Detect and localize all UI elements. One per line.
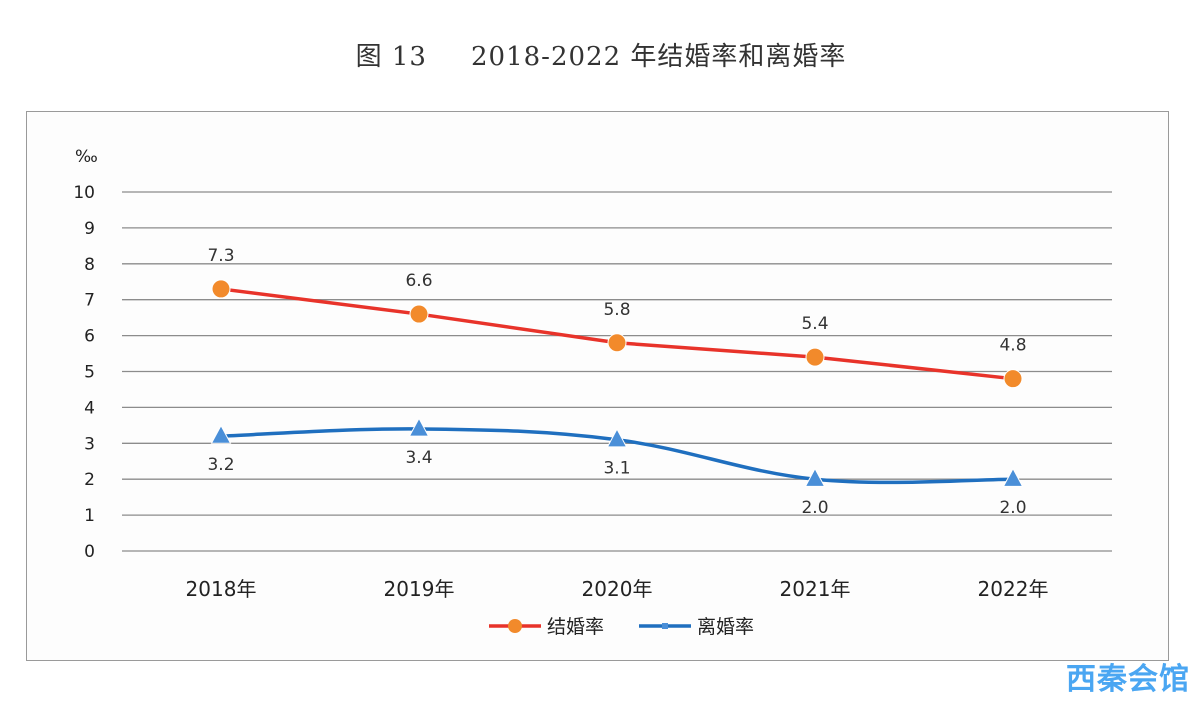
data-label: 5.4: [801, 314, 828, 334]
y-tick-label: 5: [84, 363, 95, 383]
y-tick-label: 6: [84, 327, 95, 347]
figure-number: 图 13: [355, 42, 427, 72]
data-point-marker: [607, 333, 627, 353]
y-tick-label: 3: [84, 434, 95, 454]
x-tick-label: 2019年: [384, 577, 455, 601]
data-point-marker: [211, 279, 231, 299]
data-point-marker: [805, 347, 825, 367]
data-point-marker: [804, 467, 826, 487]
y-tick-label: 1: [84, 506, 95, 526]
data-label: 2.0: [801, 498, 828, 518]
legend-marker: [662, 623, 668, 629]
y-tick-label: 10: [73, 183, 95, 203]
data-label: 2.0: [999, 498, 1026, 518]
data-point-marker: [606, 428, 628, 448]
y-tick-label: 2: [84, 470, 95, 490]
title-text: 2018-2022 年结婚率和离婚率: [470, 42, 847, 72]
line-chart: 0 1 2 3 4 5 6 7 8 9 10 ‰ 2018年 2019年 2020年 2021年 2022年 7.…: [73, 147, 1112, 638]
chart-frame: 0 1 2 3 4 5 6 7 8 9 10 ‰ 2018年 2019年 2020年 2021年 2022年 7.…: [26, 111, 1169, 661]
x-tick-label: 2020年: [582, 577, 653, 601]
y-tick-label: 8: [84, 255, 95, 275]
data-point-marker: [1002, 467, 1024, 487]
data-point-marker: [210, 424, 232, 444]
data-label: 4.8: [999, 336, 1026, 356]
data-point-marker: [1003, 369, 1023, 389]
x-tick-label: 2022年: [978, 577, 1049, 601]
data-label: 3.4: [405, 448, 432, 468]
y-axis-label: ‰: [75, 147, 98, 167]
legend-marker: [508, 619, 522, 633]
data-point-marker: [409, 304, 429, 324]
y-tick-label: 9: [84, 219, 95, 239]
chart-title: 图 13 2018-2022 年结婚率和离婚率: [0, 36, 1202, 73]
data-label: 6.6: [405, 271, 432, 291]
legend-label: 结婚率: [547, 616, 604, 638]
y-tick-label: 4: [84, 398, 95, 418]
data-point-marker: [408, 417, 430, 437]
x-tick-label: 2018年: [186, 577, 257, 601]
x-tick-label: 2021年: [780, 577, 851, 601]
legend-label: 离婚率: [697, 616, 754, 638]
data-label: 5.8: [603, 300, 630, 320]
data-label: 3.1: [603, 459, 630, 479]
watermark-logo: 西秦会馆: [1066, 662, 1190, 697]
data-label: 7.3: [207, 246, 234, 266]
y-tick-label: 0: [84, 542, 95, 562]
data-label: 3.2: [207, 455, 234, 475]
y-tick-label: 7: [84, 291, 95, 311]
